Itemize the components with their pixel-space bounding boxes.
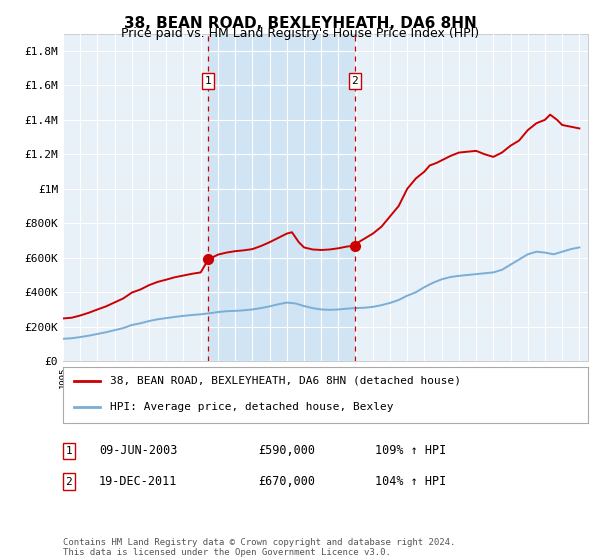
Text: 38, BEAN ROAD, BEXLEYHEATH, DA6 8HN (detached house): 38, BEAN ROAD, BEXLEYHEATH, DA6 8HN (det…	[110, 376, 461, 386]
Text: 38, BEAN ROAD, BEXLEYHEATH, DA6 8HN: 38, BEAN ROAD, BEXLEYHEATH, DA6 8HN	[124, 16, 476, 31]
Text: 109% ↑ HPI: 109% ↑ HPI	[375, 444, 446, 458]
Bar	[208, 34, 355, 361]
Text: 1: 1	[205, 76, 212, 86]
Text: Price paid vs. HM Land Registry's House Price Index (HPI): Price paid vs. HM Land Registry's House …	[121, 27, 479, 40]
Text: 1: 1	[65, 446, 73, 456]
Text: £590,000: £590,000	[258, 444, 315, 458]
Text: 09-JUN-2003: 09-JUN-2003	[99, 444, 178, 458]
Text: Contains HM Land Registry data © Crown copyright and database right 2024.
This d: Contains HM Land Registry data © Crown c…	[63, 538, 455, 557]
Text: 19-DEC-2011: 19-DEC-2011	[99, 475, 178, 488]
Text: 2: 2	[65, 477, 73, 487]
Text: HPI: Average price, detached house, Bexley: HPI: Average price, detached house, Bexl…	[110, 402, 394, 412]
Text: £670,000: £670,000	[258, 475, 315, 488]
Text: 2: 2	[352, 76, 358, 86]
Text: 104% ↑ HPI: 104% ↑ HPI	[375, 475, 446, 488]
